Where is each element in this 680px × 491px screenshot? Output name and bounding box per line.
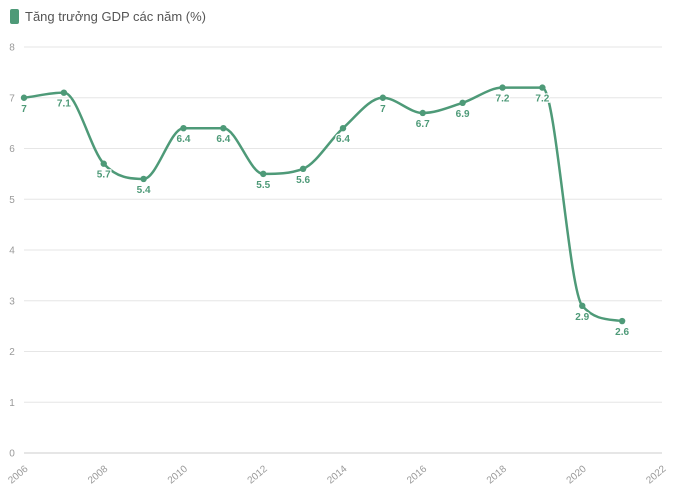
chart-legend[interactable]: Tăng trưởng GDP các năm (%) <box>10 9 206 24</box>
legend-swatch <box>10 9 19 24</box>
data-label: 7.2 <box>535 94 549 105</box>
data-point <box>419 109 426 117</box>
y-tick-label: 1 <box>9 398 15 409</box>
data-point <box>180 125 187 132</box>
data-label: 5.4 <box>137 185 151 196</box>
data-point <box>220 125 227 132</box>
data-point <box>459 99 466 107</box>
data-point <box>140 175 147 183</box>
legend-label: Tăng trưởng GDP các năm (%) <box>25 9 206 24</box>
x-tick-label: 2018 <box>485 463 509 486</box>
x-tick-label: 2014 <box>325 463 349 486</box>
y-tick-label: 2 <box>9 347 15 358</box>
x-tick-label: 2010 <box>166 463 190 486</box>
data-label: 6.4 <box>336 134 350 145</box>
y-tick-label: 4 <box>9 246 15 257</box>
x-tick-label: 2008 <box>86 463 110 486</box>
data-label: 7.2 <box>496 94 510 105</box>
x-tick-label: 2016 <box>405 463 429 486</box>
x-tick-label: 2006 <box>6 463 30 486</box>
data-point <box>379 94 387 101</box>
y-tick-label: 7 <box>9 93 15 104</box>
data-point <box>499 84 506 91</box>
data-label: 7.1 <box>57 99 71 110</box>
y-tick-label: 0 <box>9 449 15 460</box>
data-label: 6.4 <box>177 134 191 145</box>
y-tick-label: 6 <box>9 144 15 155</box>
x-tick-label: 2022 <box>644 463 668 486</box>
data-point <box>618 317 626 325</box>
series-line <box>23 86 623 323</box>
data-point <box>260 170 267 178</box>
data-label: 7 <box>380 104 386 115</box>
y-tick-label: 5 <box>9 195 15 206</box>
data-point <box>100 160 107 167</box>
data-label: 5.5 <box>256 180 270 191</box>
x-tick-label: 2012 <box>246 463 270 486</box>
data-point <box>579 302 586 310</box>
y-tick-label: 8 <box>9 43 15 54</box>
data-point <box>339 125 347 132</box>
data-label: 7 <box>21 104 27 115</box>
data-label: 6.9 <box>456 109 470 120</box>
y-tick-label: 3 <box>9 296 15 307</box>
data-label: 2.6 <box>615 327 629 338</box>
data-label: 6.4 <box>216 134 230 145</box>
data-label: 5.6 <box>296 175 310 186</box>
data-label: 6.7 <box>416 119 430 130</box>
x-tick-label: 2020 <box>565 463 589 486</box>
data-point <box>539 84 546 91</box>
data-point <box>20 94 28 101</box>
data-point <box>299 165 307 172</box>
data-point <box>60 89 68 96</box>
data-label: 2.9 <box>575 312 589 323</box>
data-label: 5.7 <box>97 170 111 181</box>
